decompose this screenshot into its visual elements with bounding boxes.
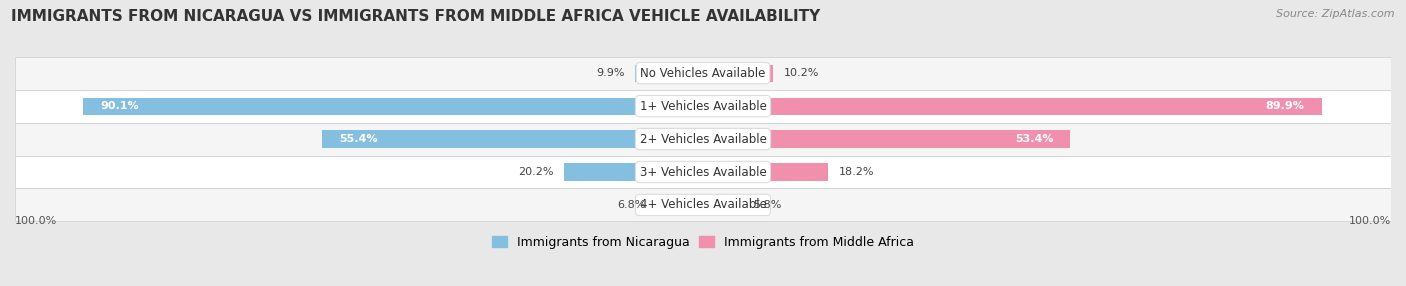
- Text: 2+ Vehicles Available: 2+ Vehicles Available: [640, 132, 766, 146]
- Bar: [703, 163, 828, 180]
- Text: 5.8%: 5.8%: [754, 200, 782, 210]
- Text: 4+ Vehicles Available: 4+ Vehicles Available: [640, 198, 766, 211]
- Bar: [657, 196, 703, 214]
- Text: 55.4%: 55.4%: [339, 134, 378, 144]
- Bar: [83, 98, 703, 115]
- Text: IMMIGRANTS FROM NICARAGUA VS IMMIGRANTS FROM MIDDLE AFRICA VEHICLE AVAILABILITY: IMMIGRANTS FROM NICARAGUA VS IMMIGRANTS …: [11, 9, 821, 23]
- Bar: [15, 90, 1391, 123]
- Text: 18.2%: 18.2%: [838, 167, 875, 177]
- Bar: [703, 65, 773, 82]
- Text: 53.4%: 53.4%: [1015, 134, 1053, 144]
- Text: 6.8%: 6.8%: [617, 200, 645, 210]
- Bar: [703, 98, 1322, 115]
- Bar: [15, 57, 1391, 90]
- Bar: [15, 188, 1391, 221]
- Bar: [15, 123, 1391, 156]
- Legend: Immigrants from Nicaragua, Immigrants from Middle Africa: Immigrants from Nicaragua, Immigrants fr…: [486, 231, 920, 254]
- Text: 90.1%: 90.1%: [100, 101, 139, 111]
- Text: 100.0%: 100.0%: [1348, 217, 1391, 227]
- Bar: [636, 65, 703, 82]
- Text: 100.0%: 100.0%: [15, 217, 58, 227]
- Text: 9.9%: 9.9%: [596, 68, 624, 78]
- Bar: [564, 163, 703, 180]
- Bar: [703, 196, 742, 214]
- Text: 89.9%: 89.9%: [1265, 101, 1305, 111]
- Text: Source: ZipAtlas.com: Source: ZipAtlas.com: [1277, 9, 1395, 19]
- Bar: [322, 130, 703, 148]
- Text: No Vehicles Available: No Vehicles Available: [640, 67, 766, 80]
- Bar: [15, 156, 1391, 188]
- Text: 20.2%: 20.2%: [519, 167, 554, 177]
- Text: 3+ Vehicles Available: 3+ Vehicles Available: [640, 166, 766, 178]
- Text: 1+ Vehicles Available: 1+ Vehicles Available: [640, 100, 766, 113]
- Bar: [703, 130, 1070, 148]
- Text: 10.2%: 10.2%: [783, 68, 818, 78]
